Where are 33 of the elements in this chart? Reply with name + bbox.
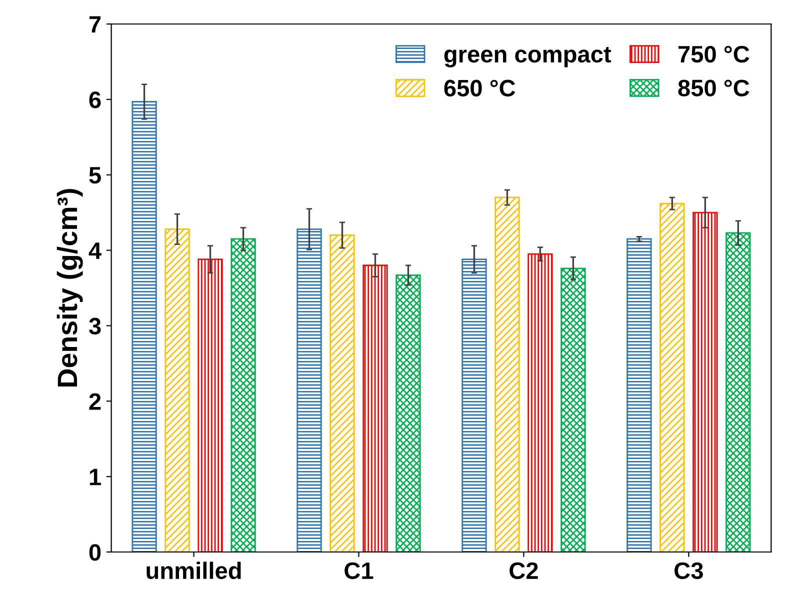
y-tick-label: 0 xyxy=(89,544,101,561)
bar xyxy=(362,264,388,552)
legend-label: 650 °C xyxy=(444,80,516,97)
bar xyxy=(330,234,355,552)
bar xyxy=(462,258,487,552)
y-tick-label: 4 xyxy=(88,242,102,259)
y-tick-label: 2 xyxy=(89,393,101,410)
x-tick-label: unmilled xyxy=(146,562,241,580)
bar xyxy=(528,253,553,552)
x-tick-label: C3 xyxy=(674,562,703,580)
bar xyxy=(692,212,718,552)
y-tick-label: 5 xyxy=(89,167,101,184)
bar xyxy=(296,228,322,552)
y-axis-title: Density (g/cm³) xyxy=(56,189,83,386)
bar xyxy=(494,196,520,552)
legend-label: 850 °C xyxy=(678,80,750,96)
bar xyxy=(132,100,157,552)
legend-label: 750 °C xyxy=(678,46,750,63)
bar xyxy=(396,274,421,552)
bar xyxy=(230,238,256,552)
y-tick-label: 3 xyxy=(88,318,101,335)
legend-label: green compact xyxy=(444,46,612,68)
y-tick-label: 6 xyxy=(89,91,101,108)
bar xyxy=(726,232,751,552)
y-tick-label: 1 xyxy=(90,468,101,486)
bar xyxy=(198,258,223,552)
bar xyxy=(660,202,685,552)
x-tick-label: C1 xyxy=(344,562,374,580)
bar xyxy=(164,228,190,552)
bar xyxy=(560,268,586,552)
bar xyxy=(626,238,652,552)
y-tick-label: 7 xyxy=(89,16,101,33)
x-tick-label: C2 xyxy=(510,562,538,580)
